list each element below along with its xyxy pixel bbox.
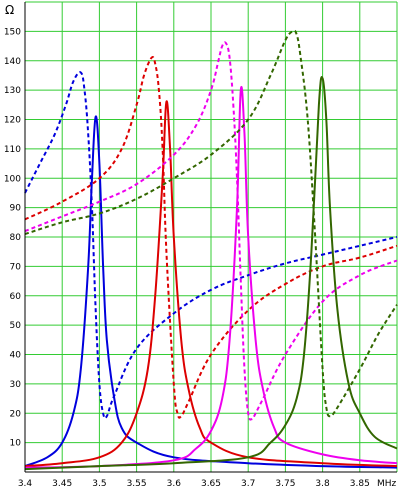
y-tick-label: 30: [10, 380, 22, 390]
y-tick-label: 60: [10, 292, 22, 302]
y-tick-label: 20: [10, 409, 22, 419]
x-unit-label: MHz: [377, 479, 397, 489]
label-layer: Ω MHz: [5, 3, 397, 489]
series-line-solid-2: [24, 100, 398, 468]
x-tick-label: 3.65: [201, 479, 221, 489]
y-tick-label: 10: [10, 439, 22, 449]
x-tick-label: 3.5: [92, 479, 106, 489]
y-unit-label: Ω: [5, 3, 14, 17]
y-tick-label: 130: [4, 86, 21, 96]
x-tick-label: 3.4: [18, 479, 33, 489]
x-tick-label: 3.75: [275, 479, 295, 489]
x-tick-label: 3.85: [350, 479, 370, 489]
y-tick-label: 90: [10, 204, 22, 214]
series-line-dashed-1: [24, 71, 398, 420]
y-tick-label: 140: [4, 57, 21, 67]
x-tick-label: 3.6: [167, 479, 182, 489]
y-tick-label: 150: [4, 27, 21, 37]
x-tick-label: 3.45: [52, 479, 72, 489]
y-tick-label: 70: [10, 262, 22, 272]
series-line-dashed-5: [24, 41, 398, 421]
y-tick-label: 120: [4, 116, 21, 126]
series-line-dashed-7: [24, 29, 398, 418]
x-tick-label: 3.7: [241, 479, 255, 489]
x-tick-label: 3.55: [127, 479, 147, 489]
y-tick-label: 80: [10, 233, 22, 243]
axis-layer: 10 20 30 40 50 60 70 80 90 100 110 120 130 140 150 3.4 3…: [4, 2, 397, 489]
y-tick-label: 100: [4, 174, 21, 184]
y-tick-label: 40: [10, 351, 22, 361]
series-line-solid-0: [24, 115, 398, 469]
series-layer: [24, 29, 398, 471]
series-line-solid-6: [24, 75, 398, 471]
series-line-solid-4: [24, 86, 398, 469]
series-line-dashed-3: [24, 56, 398, 419]
x-tick-label: 3.8: [315, 479, 330, 489]
y-tick-label: 110: [4, 145, 21, 155]
y-tick-label: 50: [10, 321, 22, 331]
